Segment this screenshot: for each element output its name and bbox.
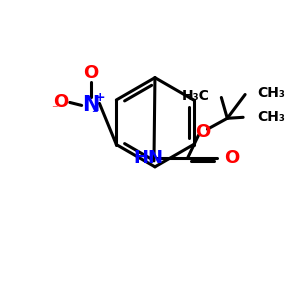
Text: CH₃: CH₃ [257, 110, 285, 124]
Text: ⁻: ⁻ [52, 103, 58, 116]
Text: O: O [53, 93, 68, 111]
Text: N: N [82, 95, 99, 116]
Text: O: O [195, 123, 210, 141]
Text: CH₃: CH₃ [257, 85, 285, 100]
Text: H₃C: H₃C [182, 88, 209, 103]
Text: ⁻: ⁻ [91, 108, 98, 121]
Text: O: O [83, 64, 98, 82]
Text: O: O [224, 149, 240, 167]
Text: HN: HN [133, 149, 163, 167]
Text: +: + [94, 91, 105, 104]
